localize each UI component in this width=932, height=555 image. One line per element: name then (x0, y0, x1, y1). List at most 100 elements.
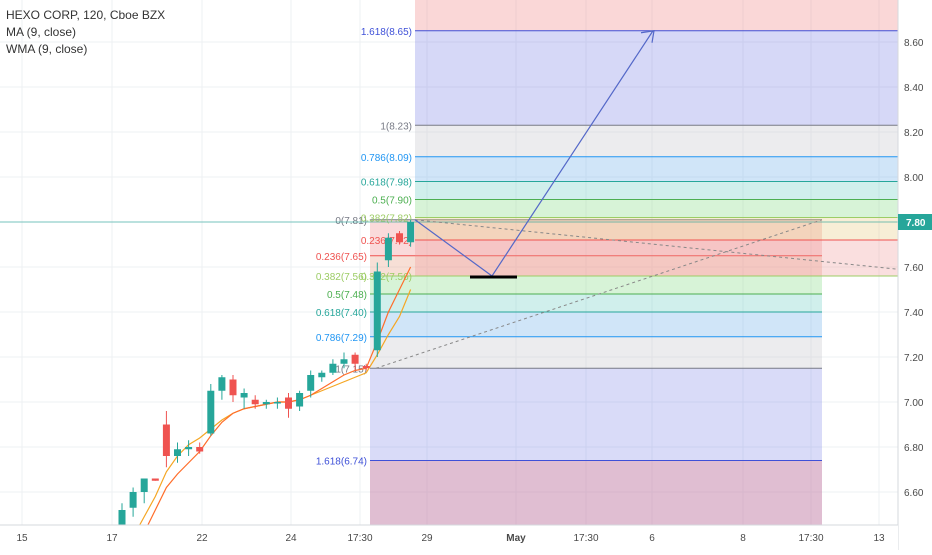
y-tick-label: 8.60 (904, 38, 924, 49)
candle-body (362, 366, 370, 369)
candle-body (373, 271, 381, 351)
candle-body (307, 375, 315, 391)
candle-body (174, 449, 181, 456)
candle-body (151, 478, 159, 481)
fib-level-label: 0.5(7.48) (327, 290, 367, 301)
x-tick-label: May (506, 533, 526, 544)
projection-arrow (414, 30, 655, 279)
candle-body (140, 478, 148, 492)
y-tick-label: 7.00 (904, 398, 924, 409)
fib-level-label: 0.236(7.65) (316, 252, 367, 263)
y-tick-label: 8.00 (904, 173, 924, 184)
candle-body (240, 393, 248, 398)
time-axis: 15 17 22 24 17:30 29 May 17:30 6 8 17:30 13 (16, 533, 885, 544)
x-tick-label: 15 (16, 533, 28, 544)
fib-level-label: 0.5(7.90) (372, 196, 412, 207)
time-axis-bg (0, 525, 898, 550)
x-tick-label: 17 (106, 533, 118, 544)
y-tick-label: 7.20 (904, 353, 924, 364)
y-tick-label: 7.60 (904, 263, 924, 274)
candle-body (340, 359, 348, 364)
fib-level-label: 0.618(7.40) (316, 308, 367, 319)
x-tick-label: 13 (873, 533, 885, 544)
candle-body (196, 447, 204, 452)
x-tick-label: 17:30 (798, 533, 823, 544)
x-tick-label: 17:30 (347, 533, 372, 544)
candle-body (318, 372, 326, 378)
candle-body (229, 379, 237, 396)
last-price-label: 7.80 (906, 218, 926, 229)
fib-band (415, 181, 898, 200)
fib-band (370, 276, 822, 294)
candle-body (329, 363, 337, 373)
fib-level-label: 1(7.15) (335, 364, 367, 375)
fib-top-red (415, 0, 898, 31)
fib-ext-fill (370, 368, 822, 525)
fib-band (415, 199, 898, 218)
candle-body (396, 233, 403, 243)
last-price-badge (898, 214, 932, 230)
fib-upper: 1.618(8.65) 1(8.23) 0.786(8.09) 0.618(7.98)… (361, 0, 898, 283)
candle-body (351, 354, 359, 364)
fib-band (370, 312, 822, 337)
y-tick-label: 6.60 (904, 488, 924, 499)
y-tick-label: 8.20 (904, 128, 924, 139)
candle-body (218, 377, 226, 391)
x-tick-label: 8 (740, 533, 746, 544)
y-tick-label: 8.40 (904, 83, 924, 94)
candle-body (118, 510, 126, 533)
fib-band (415, 125, 898, 157)
fib-band (370, 336, 822, 369)
candle-body (185, 447, 193, 450)
grid (0, 0, 898, 525)
x-tick-label: 22 (196, 533, 208, 544)
candle-body (285, 397, 292, 409)
fib-retracement-lower: 1(7.15) 0.786(7.29) 0.618(7.40) 0.5(7.48) 0.… (316, 216, 822, 525)
candles (118, 219, 415, 542)
fib-level-label: 1(8.23) (380, 121, 412, 132)
fib-level-label: 0.618(7.98) (361, 178, 412, 189)
y-tick-label: 6.80 (904, 443, 924, 454)
fib-level-label: 0.382(7.82) (361, 214, 412, 225)
candle-body (162, 424, 170, 456)
fib-ext-fill-red (370, 460, 822, 525)
fib-band (370, 219, 822, 256)
x-tick-label: 29 (421, 533, 433, 544)
symbol-title: HEXO CORP, 120, Cboe BZX (6, 8, 166, 22)
chart-legend: HEXO CORP, 120, Cboe BZX MA (9, close) W… (6, 7, 165, 58)
indicator-ma: MA (9, close) (6, 25, 77, 39)
fib-band (415, 156, 898, 182)
fib-level-label: 0.382(7.56) (316, 272, 367, 283)
candle-body (384, 237, 392, 261)
fib-level-label: 0.382(7.56) (361, 272, 412, 283)
fib-level-label: 1.618(6.74) (316, 457, 367, 468)
fib-band (415, 30, 898, 126)
fib-level-label: 1.618(8.65) (361, 27, 412, 38)
fib-band (370, 255, 822, 276)
fib-level-label: 0(7.81) (335, 216, 367, 227)
ma-line (121, 289, 412, 555)
candle-body (296, 393, 304, 407)
y-tick-label: 7.40 (904, 308, 924, 319)
candle-body (251, 399, 259, 405)
fib-band (415, 240, 898, 276)
indicator-wma: WMA (9, close) (6, 42, 88, 56)
x-tick-label: 17:30 (573, 533, 598, 544)
fib-band (370, 294, 822, 312)
x-tick-label: 6 (649, 533, 655, 544)
candle-body (407, 222, 415, 243)
trend-dashed-up (375, 219, 823, 369)
candle-body (273, 402, 281, 404)
price-axis-bg (898, 0, 932, 550)
fib-band (415, 217, 898, 240)
trend-dashed-down (414, 219, 899, 270)
fib-level-label: 0.786(8.09) (361, 153, 412, 164)
fib-level-label: 0.786(7.29) (316, 333, 367, 344)
candle-body (262, 402, 270, 405)
candle-body (129, 492, 137, 508)
arrow-head-icon (640, 30, 655, 43)
x-tick-label: 24 (285, 533, 297, 544)
candle-body (207, 390, 215, 434)
